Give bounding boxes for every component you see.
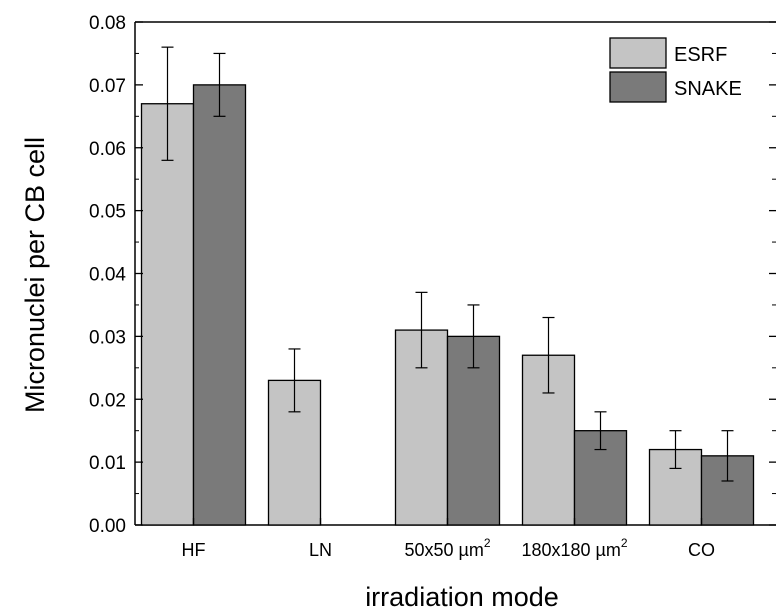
legend-swatch-esrf <box>609 37 667 69</box>
legend-label-snake: SNAKE <box>674 78 742 100</box>
x-tick-label-text: CO <box>688 540 715 560</box>
bar-snake <box>192 84 247 526</box>
y-tick-label: 0.06 <box>89 139 126 160</box>
bar-esrf <box>648 448 703 526</box>
x-tick-label: LN <box>309 540 332 560</box>
x-tick-label-text: 50x50 µm <box>404 540 483 560</box>
x-tick-label-text: LN <box>309 540 332 560</box>
y-tick-label: 0.04 <box>89 265 126 286</box>
x-tick-label-text: HF <box>182 540 206 560</box>
bar-esrf <box>521 354 576 526</box>
x-axis-title: irradiation mode <box>365 582 559 612</box>
y-tick-label: 0.03 <box>89 327 126 348</box>
x-tick-label: CO <box>688 540 715 560</box>
y-axis-title: Micronuclei per CB cell <box>20 137 50 413</box>
error-bars <box>161 46 734 482</box>
y-tick-label: 0.08 <box>89 13 126 34</box>
legend: ESRF SNAKE <box>609 37 742 103</box>
y-axis: 0.00 0.01 0.02 0.03 0.04 0.05 0.06 0.07 0.08 <box>89 13 776 537</box>
legend-swatch-snake <box>609 71 667 103</box>
x-tick-label: 50x50 µm2 <box>404 536 490 560</box>
x-tick-label: HF <box>182 540 206 560</box>
y-tick-label: 0.02 <box>89 390 126 411</box>
bars <box>140 84 755 526</box>
x-tick-label-text: 180x180 µm <box>521 540 620 560</box>
y-tick-label: 0.05 <box>89 202 126 223</box>
x-axis: HF LN 50x50 µm2 180x180 µm2 CO <box>182 518 715 560</box>
y-tick-label: 0.07 <box>89 76 126 97</box>
y-tick-label: 0.00 <box>89 516 126 537</box>
x-tick-label-superscript: 2 <box>621 536 628 550</box>
x-tick-label: 180x180 µm2 <box>521 536 627 560</box>
x-tick-label-superscript: 2 <box>484 536 491 550</box>
legend-label-esrf: ESRF <box>674 44 727 66</box>
y-tick-label: 0.01 <box>89 453 126 474</box>
bar-esrf <box>140 103 195 526</box>
